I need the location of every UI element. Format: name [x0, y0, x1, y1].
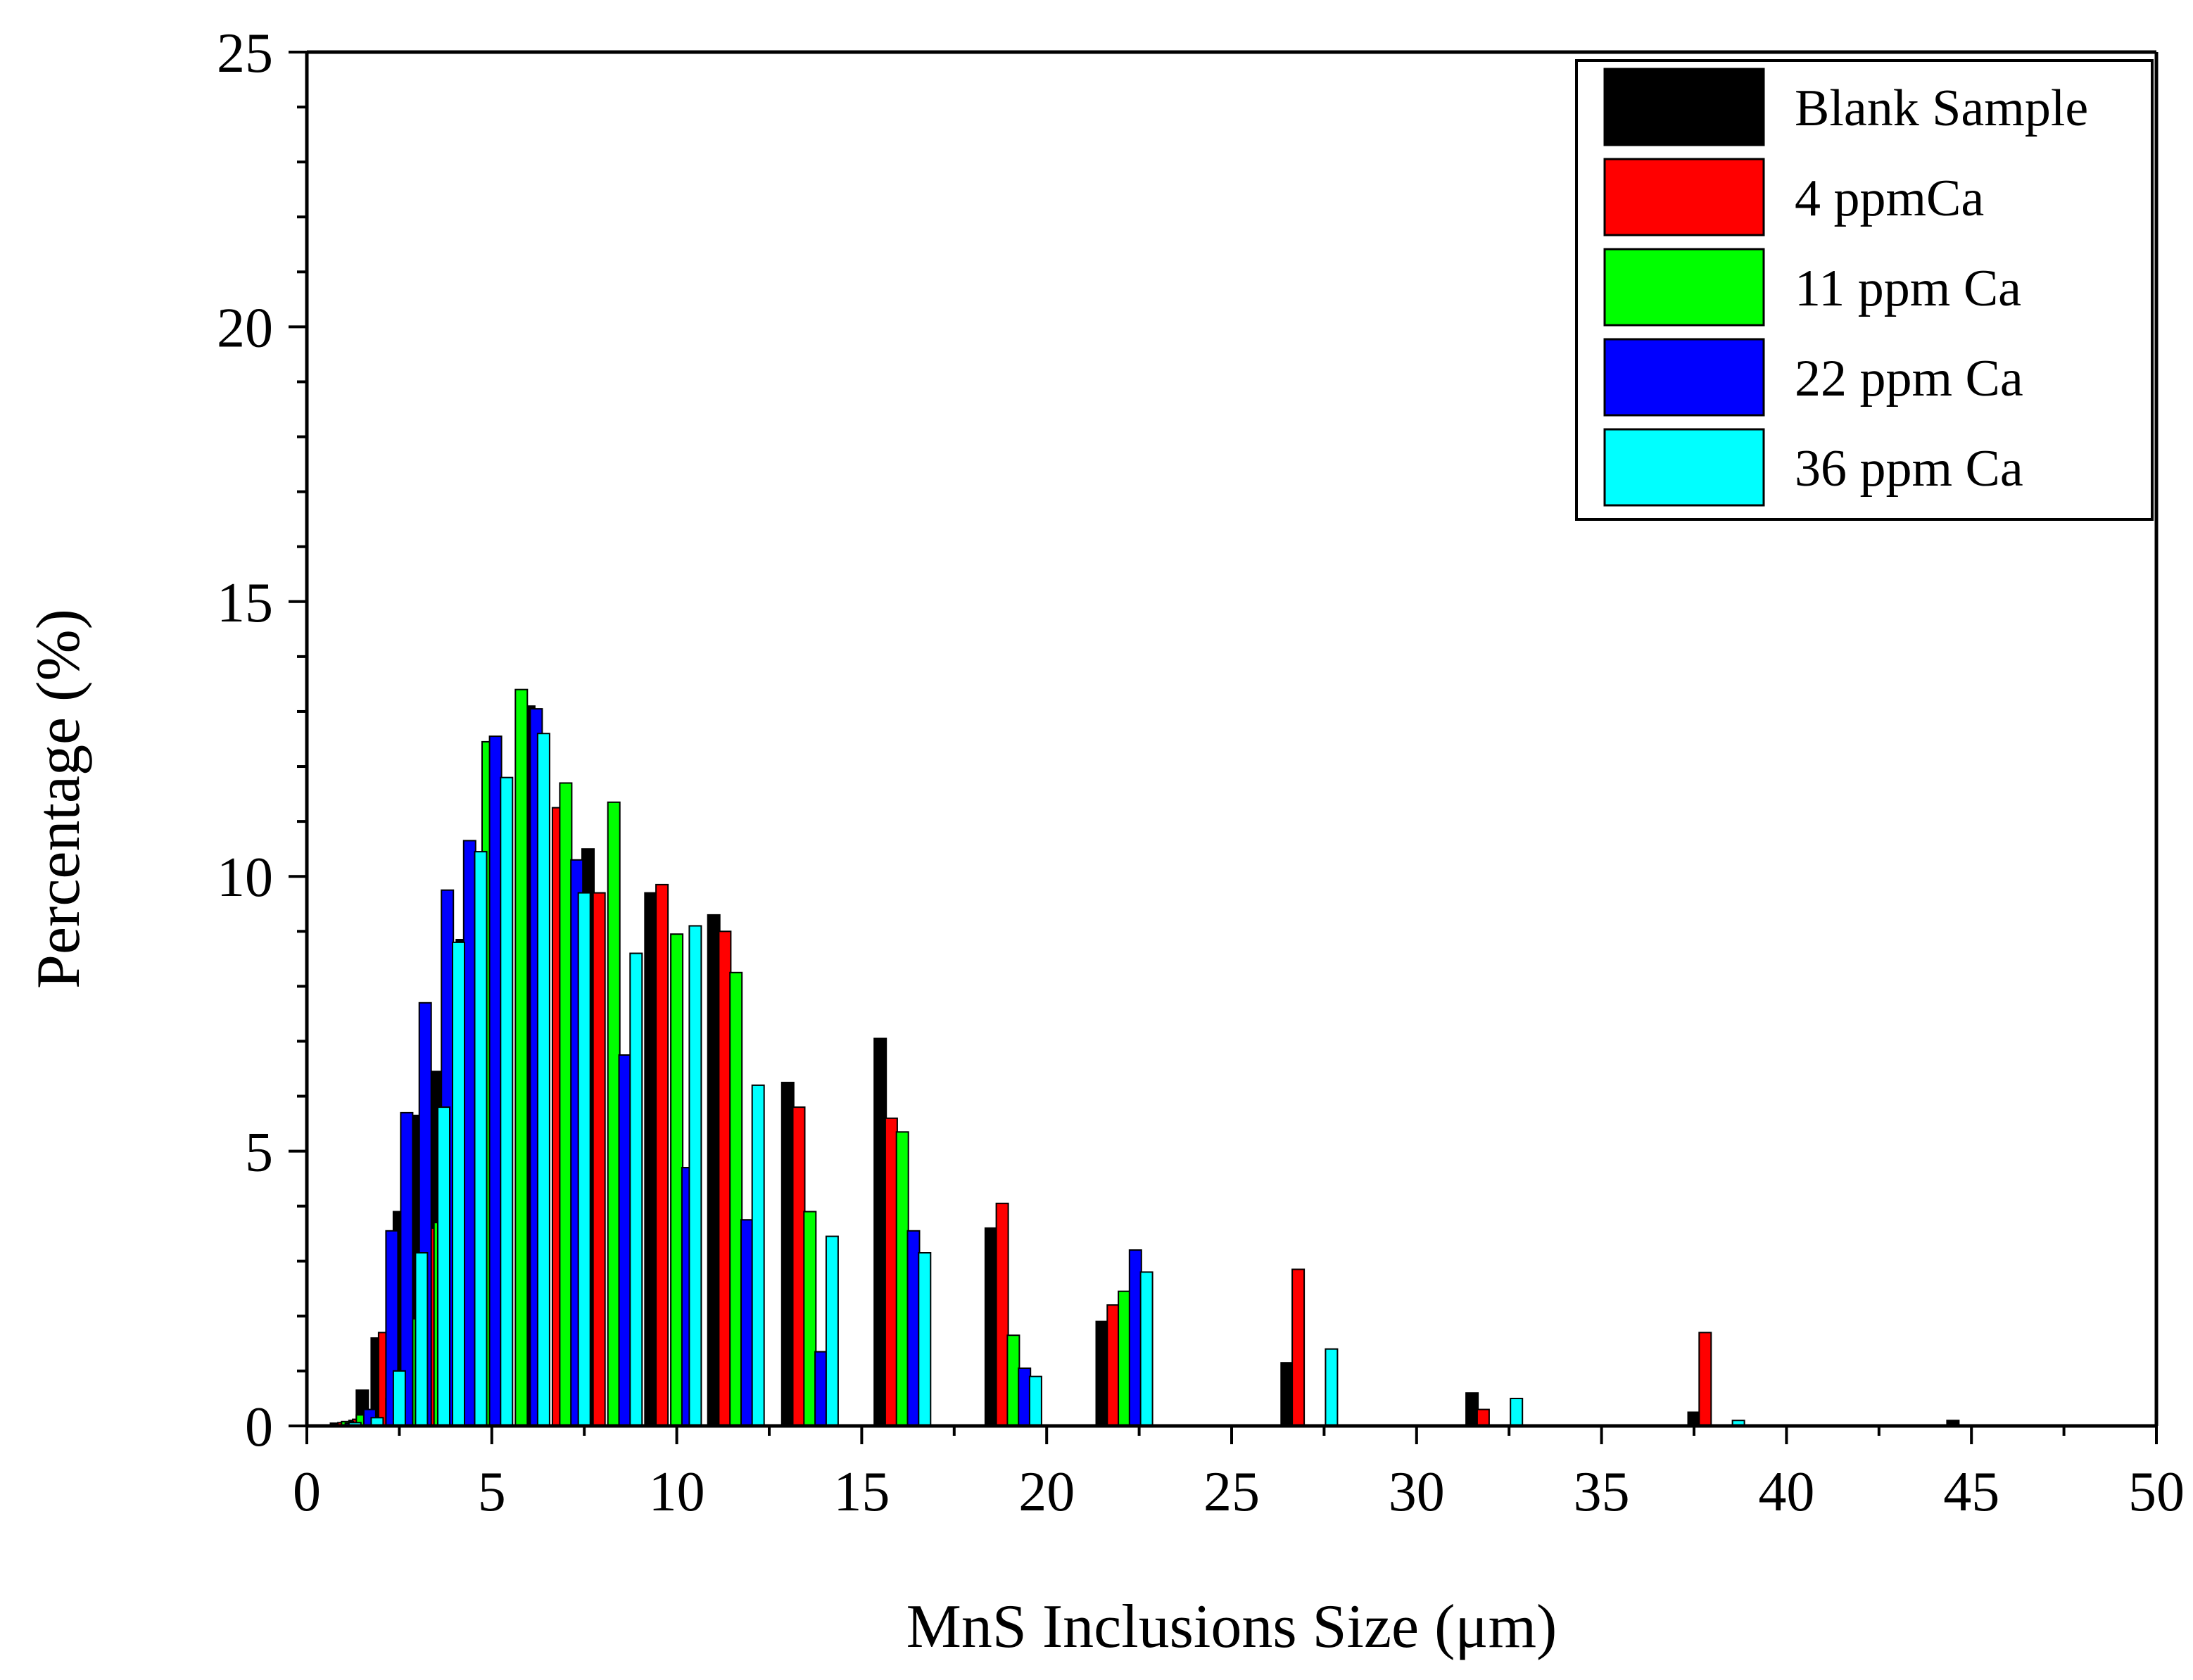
y-tick-label: 0 — [245, 1396, 273, 1458]
y-tick-label: 10 — [217, 847, 273, 909]
bars-layer — [329, 688, 1960, 1427]
bar-s1-11 — [644, 892, 658, 1427]
x-tick-label: 35 — [1574, 1461, 1630, 1523]
bar-s5-17 — [1139, 1271, 1154, 1427]
legend-label: 4 ppmCa — [1795, 170, 1984, 227]
bar-s2-12 — [884, 1117, 898, 1427]
bar-s5-11 — [629, 952, 643, 1427]
bar-s1-14 — [873, 1037, 887, 1427]
bar-s2-8 — [592, 892, 606, 1427]
bar-s1-16 — [1095, 1320, 1109, 1427]
legend-swatch — [1603, 158, 1765, 236]
bar-s2-9 — [655, 883, 669, 1427]
bar-s4-12 — [618, 1054, 632, 1427]
bar-s3-7 — [514, 688, 529, 1427]
bar-s5-9 — [536, 733, 550, 1427]
y-tick-label: 25 — [217, 23, 273, 84]
bar-s5-5 — [437, 1106, 450, 1427]
bar-s5-8 — [500, 776, 514, 1427]
bar-s5-18 — [1325, 1348, 1339, 1427]
bar-s5-16 — [1028, 1375, 1042, 1427]
x-tick-label: 30 — [1389, 1461, 1445, 1523]
bar-s4-17 — [1018, 1368, 1032, 1427]
bar-s4-16 — [906, 1230, 921, 1427]
bar-s3-9 — [607, 801, 621, 1427]
bar-s3-11 — [729, 971, 743, 1427]
legend-swatch — [1603, 248, 1765, 327]
bar-s5-13 — [751, 1084, 765, 1427]
x-tick-label: 20 — [1018, 1461, 1075, 1523]
bar-s5-6 — [452, 941, 465, 1427]
y-tick-label: 15 — [217, 572, 273, 634]
bar-s4-18 — [1128, 1249, 1142, 1427]
bar-s5-14 — [825, 1235, 839, 1427]
bar-s5-10 — [577, 892, 591, 1427]
bar-s5-19 — [1510, 1398, 1524, 1427]
y-tick-label: 5 — [245, 1122, 273, 1184]
legend-label: 36 ppm Ca — [1795, 440, 2023, 498]
bar-s1-15 — [984, 1227, 998, 1427]
x-axis-title: MnS Inclusions Size (μm) — [906, 1593, 1557, 1661]
legend-label: 11 ppm Ca — [1795, 260, 2021, 317]
bar-s4-14 — [740, 1219, 754, 1427]
x-tick-label: 45 — [1943, 1461, 1999, 1523]
legend: Blank Sample 4 ppmCa 11 ppm Ca 22 ppm Ca 36 … — [1575, 59, 2154, 521]
x-tick-label: 15 — [833, 1461, 890, 1523]
bar-s5-7 — [474, 851, 488, 1427]
y-tick-label: 20 — [217, 297, 273, 359]
legend-label: 22 ppm Ca — [1795, 350, 2023, 408]
bar-s2-16 — [1476, 1408, 1490, 1427]
legend-swatch — [1603, 428, 1765, 507]
legend-swatch — [1603, 338, 1765, 417]
legend-label: Blank Sample — [1795, 80, 2088, 137]
bar-s1-13 — [780, 1082, 795, 1427]
bar-s5-4 — [415, 1252, 429, 1427]
bar-s1-12 — [707, 914, 721, 1427]
bar-s5-12 — [688, 925, 702, 1427]
bar-s4-9 — [488, 735, 503, 1427]
x-tick-label: 0 — [293, 1461, 321, 1523]
bar-s1-19 — [1687, 1411, 1701, 1427]
bar-s4-15 — [814, 1351, 828, 1427]
legend-swatch — [1603, 68, 1765, 146]
bar-s4-8 — [462, 840, 476, 1427]
bar-s3-13 — [895, 1131, 909, 1427]
bar-s2-13 — [995, 1202, 1009, 1427]
y-axis-title: Percentage (%) — [25, 609, 93, 989]
bar-s3-8 — [559, 782, 573, 1427]
x-tick-label: 10 — [649, 1461, 705, 1523]
bar-s5-3 — [392, 1370, 406, 1427]
bar-s2-14 — [1106, 1304, 1120, 1427]
bar-s3-15 — [1118, 1290, 1132, 1427]
bar-s2-17 — [1698, 1332, 1712, 1427]
bar-s2-11 — [792, 1106, 806, 1427]
ticks-layer: 0 5 10 15 20 25 30 35 40 45 50 0 5 10 15 20 25 — [217, 23, 2185, 1523]
bar-s2-10 — [718, 930, 732, 1427]
bar-s3-10 — [670, 933, 684, 1427]
series-5 — [348, 733, 1745, 1427]
x-tick-label: 5 — [478, 1461, 506, 1523]
x-tick-label: 25 — [1203, 1461, 1260, 1523]
bar-s1-17 — [1280, 1362, 1294, 1427]
bar-s1-18 — [1465, 1392, 1479, 1427]
bar-s2-15 — [1291, 1268, 1306, 1427]
x-tick-label: 40 — [1758, 1461, 1814, 1523]
x-tick-label: 50 — [2128, 1461, 2185, 1523]
bar-s5-15 — [918, 1252, 932, 1427]
bar-s3-12 — [803, 1211, 817, 1427]
bar-s3-14 — [1006, 1334, 1020, 1427]
